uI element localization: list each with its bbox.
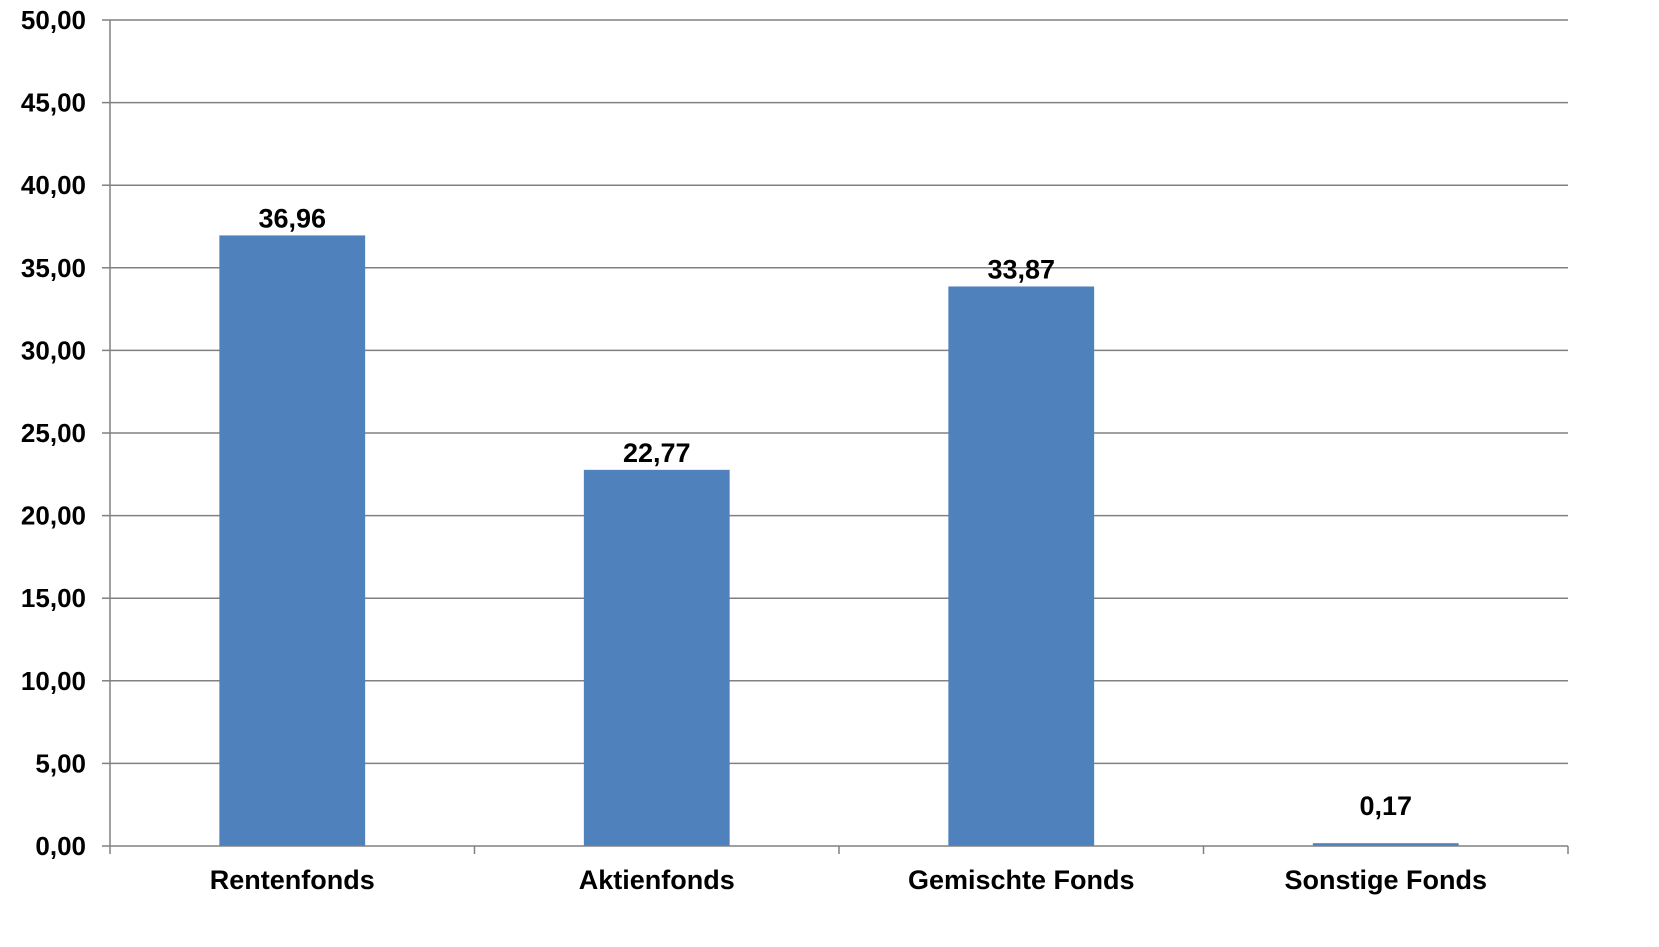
labels: 0,00 5,00 10,00 15,00 20,00 25,00 30,00 35,00 40…	[21, 5, 1487, 895]
y-tick-label: 15,00	[21, 583, 86, 613]
data-label: 33,87	[987, 254, 1055, 284]
bar	[219, 235, 366, 847]
data-label: 36,96	[258, 203, 326, 233]
bar	[948, 286, 1095, 846]
bars	[219, 235, 1459, 847]
y-tick-label: 50,00	[21, 5, 86, 35]
y-tick-label: 25,00	[21, 418, 86, 448]
bar	[1312, 843, 1459, 846]
data-label: 0,17	[1359, 791, 1412, 821]
category-label: Gemischte Fonds	[908, 865, 1135, 895]
axes	[102, 19, 1569, 854]
y-tick-label: 40,00	[21, 170, 86, 200]
y-tick-label: 35,00	[21, 253, 86, 283]
y-tick-label: 30,00	[21, 335, 86, 365]
y-tick-label: 10,00	[21, 666, 86, 696]
category-label: Rentenfonds	[210, 865, 375, 895]
category-label: Sonstige Fonds	[1285, 865, 1488, 895]
data-label: 22,77	[623, 438, 691, 468]
y-tick-label: 5,00	[35, 748, 86, 778]
y-tick-label: 45,00	[21, 88, 86, 118]
bar	[583, 469, 730, 846]
y-tick-label: 20,00	[21, 501, 86, 531]
y-tick-label: 0,00	[35, 831, 86, 861]
category-label: Aktienfonds	[579, 865, 735, 895]
